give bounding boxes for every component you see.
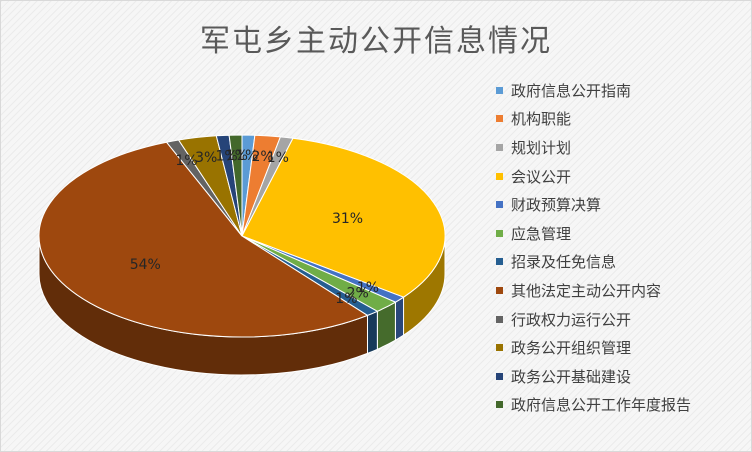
legend-swatch-icon [496, 115, 503, 123]
pie-side-6 [366, 310, 378, 355]
legend-item-5: 应急管理 [496, 219, 746, 248]
legend-label: 规划计划 [511, 138, 572, 157]
legend-item-3: 会议公开 [496, 162, 746, 191]
legend-swatch-icon [496, 286, 503, 294]
legend-swatch-icon [496, 172, 503, 180]
data-label-1: 2% [251, 149, 273, 165]
legend-label: 政府信息公开工作年度报告 [511, 396, 692, 415]
legend-item-4: 财政预算决算 [496, 190, 746, 219]
legend-swatch-icon [496, 372, 503, 380]
legend-swatch-icon [496, 86, 503, 94]
legend-label: 财政预算决算 [511, 196, 602, 215]
data-label-10: 1% [215, 149, 237, 165]
legend-item-2: 规划计划 [496, 133, 746, 162]
data-label-5: 2% [347, 286, 369, 302]
legend-item-0: 政府信息公开指南 [496, 76, 746, 105]
legend-swatch-icon [496, 229, 503, 237]
legend-label: 其他法定主动公开内容 [511, 281, 662, 300]
legend-swatch-icon [496, 315, 503, 323]
data-label-9: 3% [195, 150, 217, 166]
legend-swatch-icon [496, 401, 503, 409]
data-label-4: 1% [357, 280, 379, 296]
legend-item-7: 其他法定主动公开内容 [496, 276, 746, 305]
pie-side-4 [394, 296, 405, 342]
legend-swatch-icon [496, 344, 503, 352]
legend-item-8: 行政权力运行公开 [496, 305, 746, 334]
data-label-0: 1% [236, 148, 258, 164]
legend-label: 行政权力运行公开 [511, 310, 632, 329]
data-label-8: 1% [175, 153, 197, 169]
data-label-2: 1% [267, 150, 289, 166]
data-label-11: 1% [226, 148, 248, 164]
legend-swatch-icon [496, 143, 503, 151]
legend-label: 政务公开基础建设 [511, 367, 632, 386]
legend-item-11: 政府信息公开工作年度报告 [496, 391, 746, 420]
pie-slice-11 [228, 134, 243, 237]
legend-swatch-icon [496, 258, 503, 266]
legend-item-9: 政务公开组织管理 [496, 333, 746, 362]
legend-label: 机构职能 [511, 110, 572, 129]
data-label-3: 31% [332, 211, 363, 227]
pie-slice-3 [241, 137, 446, 298]
data-label-7: 54% [130, 257, 161, 273]
legend-label: 应急管理 [511, 224, 572, 243]
legend-swatch-icon [496, 201, 503, 209]
pie-slice-7 [38, 141, 369, 338]
legend-item-1: 机构职能 [496, 105, 746, 134]
legend-label: 招录及任免信息 [511, 253, 617, 272]
legend-item-10: 政务公开基础建设 [496, 362, 746, 391]
chart-title: 军屯乡主动公开信息情况 [200, 24, 552, 59]
legend-label: 会议公开 [511, 167, 572, 186]
legend-label: 政府信息公开指南 [511, 81, 632, 100]
data-label-6: 1% [335, 291, 357, 307]
legend-label: 政务公开组织管理 [511, 339, 632, 358]
legend: 政府信息公开指南 机构职能规划计划会议公开财政预算决算 应急管理招录及任免信息其他法… [496, 76, 746, 419]
legend-item-6: 招录及任免信息 [496, 248, 746, 277]
